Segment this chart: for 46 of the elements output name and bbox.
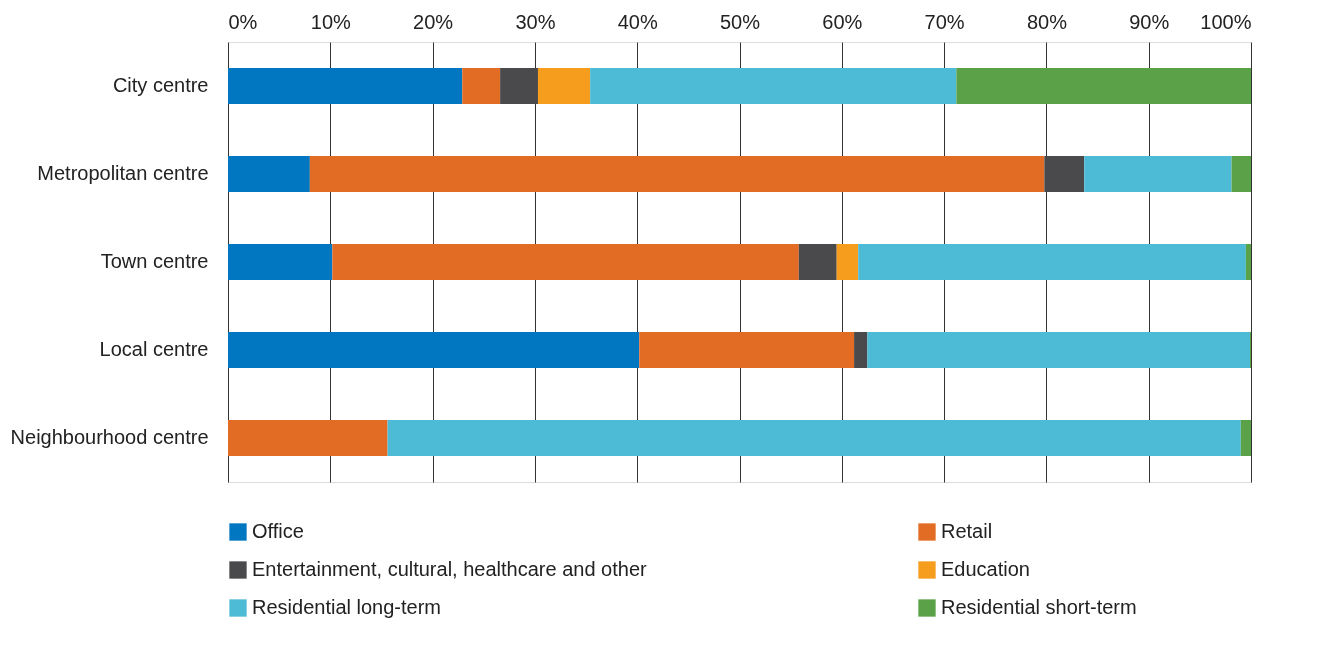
- bar: [228, 420, 388, 456]
- legend-label: Retail: [941, 520, 993, 542]
- bar: [228, 156, 310, 192]
- y-tick-label: Local centre: [99, 338, 209, 360]
- bar: [854, 332, 868, 368]
- x-tick-label: 0%: [228, 10, 258, 33]
- y-tick-label: Neighbourhood centre: [10, 426, 209, 448]
- bar: [537, 68, 591, 104]
- y-tick-label: Metropolitan centre: [37, 162, 209, 184]
- bar: [309, 156, 1045, 192]
- bar: [228, 332, 640, 368]
- legend-label: Entertainment, cultural, healthcare and other: [252, 558, 648, 580]
- legend-label: Office: [252, 520, 304, 542]
- bar: [639, 332, 855, 368]
- bar: [1084, 156, 1232, 192]
- bar: [387, 420, 1241, 456]
- x-tick-label: 10%: [310, 10, 352, 33]
- x-tick-label: 70%: [924, 10, 965, 33]
- legend-label: Education: [941, 558, 1030, 580]
- x-tick-label: 60%: [822, 10, 863, 33]
- bar: [1044, 156, 1085, 192]
- bar: [798, 244, 837, 280]
- bar: [462, 68, 501, 104]
- x-tick-label: 90%: [1129, 10, 1170, 33]
- bar: [858, 244, 1246, 280]
- bar: [1231, 156, 1251, 192]
- bar: [228, 244, 333, 280]
- bar: [590, 68, 957, 104]
- x-tick-label: 20%: [413, 10, 454, 33]
- bar: [500, 68, 538, 104]
- y-tick-label: Town centre: [100, 250, 209, 272]
- legend-label: Residential short-term: [941, 596, 1137, 618]
- legend-label: Residential long-term: [252, 596, 441, 618]
- bar: [867, 332, 1250, 368]
- x-tick-label: 80%: [1026, 10, 1068, 33]
- x-tick-label: 100%: [1200, 10, 1252, 33]
- bar: [836, 244, 859, 280]
- bar: [956, 68, 1251, 104]
- x-tick-label: 30%: [515, 10, 556, 33]
- bar: [332, 244, 799, 280]
- x-tick-label: 40%: [617, 10, 658, 33]
- y-tick-label: City centre: [112, 74, 209, 96]
- bar: [1240, 420, 1251, 456]
- x-tick-label: 50%: [719, 10, 761, 33]
- bar: [1245, 244, 1251, 280]
- bar: [228, 68, 463, 104]
